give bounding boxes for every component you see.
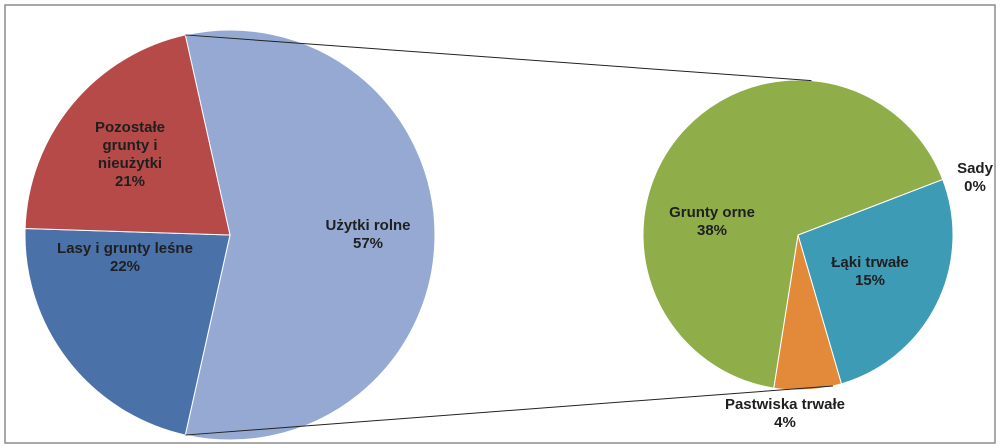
slice-label-value: 57% <box>353 235 383 252</box>
slice-label-line: Pozostałe <box>95 119 165 136</box>
slice-label-line: Łąki trwałe <box>831 254 909 271</box>
pie-slice <box>24 34 231 236</box>
slice-label-line: nieużytki <box>98 155 162 172</box>
slice-label-value: 22% <box>110 258 140 275</box>
slice-label-name: Użytki rolne <box>325 217 410 234</box>
slice-label-line: Sady <box>957 160 994 177</box>
slice-label-line: Lasy i grunty leśne <box>57 240 193 257</box>
slice-label-line: Użytki rolne <box>325 217 410 234</box>
slice-label-name: Grunty orne <box>669 204 755 221</box>
slice-label: Pozostałe grunty i nieużytki 21% <box>95 119 165 190</box>
slice-label: Grunty orne 38% <box>669 204 755 239</box>
slice-label-name: Lasy i grunty leśne <box>57 240 193 257</box>
slice-label: Łąki trwałe 15% <box>831 254 909 289</box>
slice-label-line: grunty i <box>103 137 158 154</box>
pie-slice <box>797 178 954 385</box>
slice-label: Użytki rolne 57% <box>325 217 410 252</box>
pie-slice <box>642 79 944 389</box>
pie-slice <box>24 228 231 436</box>
connector-line <box>185 34 812 82</box>
pie-slice <box>184 29 436 441</box>
slice-label-value: 21% <box>115 173 145 190</box>
slice-label-value: 4% <box>774 414 796 431</box>
slice-label-line: Pastwiska trwałe <box>725 396 845 413</box>
slice-label-name: Pastwiska trwałe <box>725 396 845 413</box>
slice-label-value: 38% <box>697 222 727 239</box>
slice-label: Pastwiska trwałe 4% <box>725 396 845 431</box>
slice-label: Lasy i grunty leśne 22% <box>57 240 193 275</box>
connector-line <box>185 385 833 436</box>
slice-label-name: Łąki trwałe <box>831 254 909 271</box>
slice-label-value: 0% <box>964 178 986 195</box>
slice-label: Sady 0% <box>957 160 994 195</box>
slice-label-name: Sady <box>957 160 994 177</box>
slice-label-line: Grunty orne <box>669 204 755 221</box>
slice-label-name: Pozostałe grunty i nieużytki <box>95 119 165 172</box>
slice-label-value: 15% <box>855 272 885 289</box>
